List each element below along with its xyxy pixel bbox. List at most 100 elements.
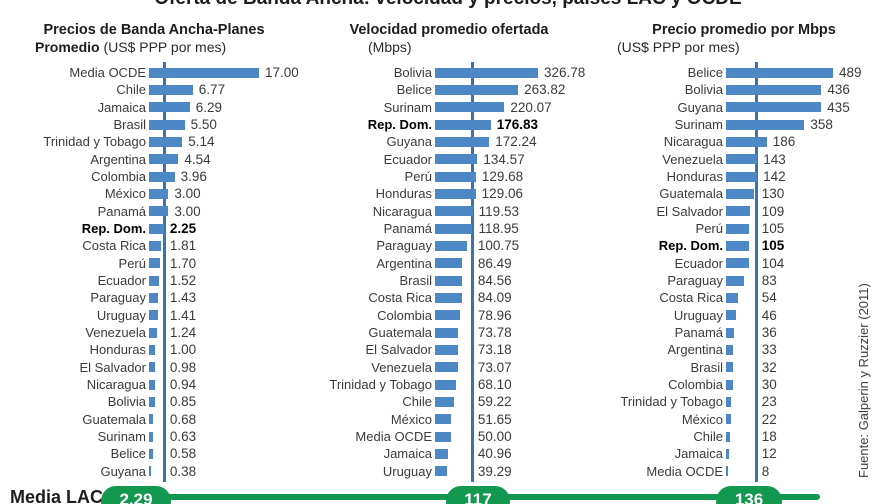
bar-label: El Salvador [365, 342, 432, 358]
bar-label: Ecuador [97, 273, 146, 288]
bar-label: Venezuela [662, 151, 723, 167]
bar-value: 489 [839, 65, 862, 80]
bar-label: Costa Rica [659, 290, 723, 306]
bar-value: 0.98 [169, 359, 197, 375]
chart-panel-1: Precios de Banda Ancha-Planes Promedio (U… [8, 20, 300, 482]
bar-label: Panamá [674, 325, 723, 340]
bar [435, 154, 478, 165]
bar-value: 51.65 [477, 411, 512, 427]
bar-value: 3.00 [174, 203, 201, 219]
bar-value: 142 [763, 169, 786, 184]
bar-value: 1.52 [169, 273, 197, 288]
bar-label: Guatemala [659, 186, 723, 202]
bar-value: 4.54 [184, 151, 211, 167]
bar-label: Panamá [383, 221, 432, 236]
bar-value: 0.68 [169, 411, 197, 427]
bar-value: 105 [761, 221, 785, 236]
bar [149, 431, 154, 442]
bar-value: 6.77 [198, 82, 226, 98]
bar [149, 189, 169, 199]
bar [726, 275, 745, 286]
bar-label: Bolivia [107, 394, 146, 410]
bar-label: México [390, 411, 432, 427]
media-lac-value-pill: 2.29 [101, 486, 171, 504]
bar [149, 414, 154, 425]
bar-value: 326.78 [544, 65, 586, 80]
bar-label: Surinam [674, 117, 723, 132]
bar-label: El Salvador [656, 203, 723, 219]
bar-value: 68.10 [477, 377, 512, 392]
bar [435, 310, 460, 321]
bar-label: Brasil [399, 273, 432, 288]
bar-label: Brasil [690, 359, 723, 375]
panel-subtitle: Promedio (US$ PPP por mes) [35, 39, 227, 55]
bar-label: Perú [695, 221, 723, 236]
bar-label: Nicaragua [372, 203, 432, 219]
bar-value: 22 [761, 411, 777, 427]
bar-value: 23 [761, 394, 777, 410]
bar [149, 171, 175, 182]
chart-panel-3: Precio promedio por Mbps (US$ PPP por mes… [598, 20, 890, 482]
bar-value: 30 [761, 377, 777, 392]
bar-value: 17.00 [265, 65, 299, 80]
bar-label: Trinidad y Tobago [329, 377, 432, 392]
bar-label: Honduras [89, 342, 146, 358]
bar [726, 223, 749, 234]
bar-label: Trinidad y Tobago [620, 394, 723, 410]
bar-value: 59.22 [477, 394, 512, 410]
bar-value: 263.82 [524, 82, 566, 98]
bar-value: 0.58 [169, 446, 197, 462]
bar-value: 32 [761, 359, 777, 375]
bar-value: 3.96 [180, 169, 207, 184]
panel-title: Velocidad promedio ofertada [349, 22, 549, 38]
bar-value: 0.94 [169, 377, 197, 392]
panel-title: Precios de Banda Ancha-Planes [43, 22, 265, 38]
bar-label: Bolivia [684, 82, 723, 98]
bar [435, 206, 473, 217]
bar-label: Brasil [113, 117, 146, 132]
bar-label: Jamaica [97, 99, 146, 115]
bar [726, 466, 728, 477]
bar [726, 85, 822, 95]
panel-subtitle: (US$ PPP por mes) [617, 39, 740, 55]
bar-label: Perú [404, 169, 432, 184]
bar-label: Honduras [375, 186, 432, 202]
bar-label: Jamaica [383, 446, 432, 462]
bar-value: 104 [761, 255, 785, 271]
bar [149, 379, 156, 390]
bar-label: El Salvador [79, 359, 146, 375]
bar [435, 67, 538, 78]
bar [726, 414, 731, 425]
bar [435, 431, 451, 442]
bar [726, 102, 822, 113]
bar-label: Guatemala [368, 325, 432, 340]
bar [435, 223, 473, 234]
bar-value: 78.96 [477, 307, 512, 323]
bar [149, 310, 159, 321]
reference-line-media-lac [754, 62, 758, 482]
bar [726, 189, 755, 199]
bar-label: Honduras [666, 169, 723, 184]
bar [149, 258, 160, 269]
bar-value: 100.75 [477, 238, 520, 254]
bar [435, 466, 448, 477]
bar-label: Costa Rica [368, 290, 432, 306]
bar [435, 137, 490, 147]
bar [149, 362, 156, 373]
bar-value: 0.85 [169, 394, 197, 410]
bar [435, 171, 476, 182]
bar-value: 0.63 [169, 429, 197, 444]
bar [726, 119, 805, 130]
bar-label: Colombia [91, 169, 146, 184]
bar-value: 109 [761, 203, 785, 219]
bar-value: 186 [772, 134, 796, 150]
bar-label: Belice [396, 82, 432, 98]
media-lac-value-pill: 117 [446, 486, 510, 504]
bar-label: Venezuela [371, 359, 432, 375]
bar-label: Uruguay [382, 463, 432, 479]
bar-label: Panamá [97, 203, 146, 219]
bar-value: 73.18 [477, 342, 512, 358]
bar-value: 46 [761, 307, 777, 323]
bar-value: 2.25 [169, 221, 197, 236]
bar-value: 12 [761, 446, 777, 462]
